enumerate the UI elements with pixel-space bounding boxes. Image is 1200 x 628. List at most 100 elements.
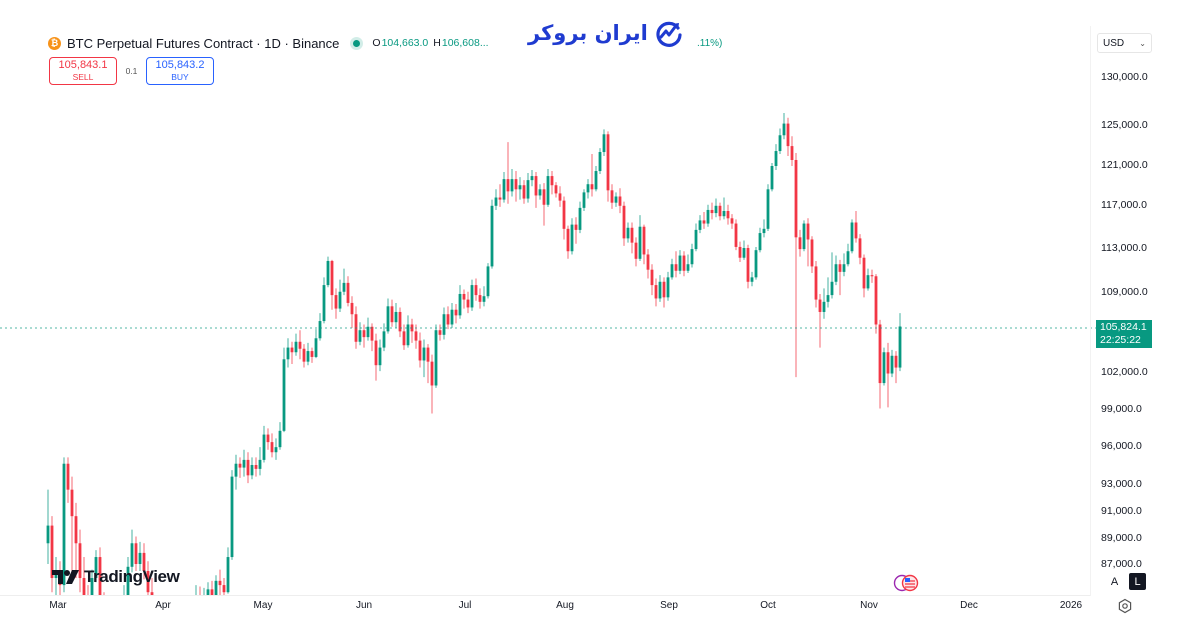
time-tick-label: 2026: [1059, 600, 1083, 611]
iranbroker-logo-text: ایران بروکر: [528, 21, 648, 45]
candle-down: [238, 463, 242, 468]
sell-price: 105,843.1: [58, 59, 108, 72]
candle-up: [842, 264, 846, 272]
price-tick-label: 91,000.0: [1101, 505, 1142, 517]
candle-up: [126, 566, 130, 595]
candle-up: [338, 291, 342, 309]
economic-events-icon[interactable]: [892, 574, 926, 592]
candle-up: [386, 306, 390, 332]
time-tick-label: Nov: [860, 600, 878, 611]
candle-up: [582, 192, 586, 208]
candle-up: [278, 430, 282, 448]
candle-up: [666, 277, 670, 298]
time-tick-label: Jun: [355, 600, 373, 611]
candle-down: [454, 309, 458, 316]
candle-up: [594, 171, 598, 190]
candle-up: [286, 347, 290, 360]
candle-up: [130, 543, 134, 567]
candle-up: [342, 282, 346, 292]
candle-down: [466, 299, 470, 308]
candle-up: [470, 285, 474, 308]
candle-down: [330, 260, 334, 296]
candle-down: [430, 361, 434, 386]
candle-up: [46, 525, 50, 544]
candle-down: [111, 611, 114, 628]
candle-up: [778, 135, 782, 152]
candle-down: [634, 242, 638, 259]
candle-up: [107, 611, 110, 628]
candle-up: [482, 296, 486, 302]
candle-up: [526, 180, 530, 199]
market-open-status-icon: [353, 39, 361, 47]
candle-up: [774, 151, 778, 167]
candle-down: [298, 341, 302, 349]
candle-up: [94, 557, 98, 579]
auto-scale-button[interactable]: A: [1106, 573, 1123, 590]
candle-down: [806, 223, 810, 240]
candle-down: [50, 525, 54, 579]
candle-up: [722, 210, 726, 217]
candle-down: [370, 326, 374, 341]
candle-up: [155, 621, 158, 628]
candle-down: [874, 276, 878, 325]
candle-up: [694, 229, 698, 250]
candle-up: [123, 595, 126, 628]
candle-up: [378, 347, 382, 366]
candle-up: [578, 207, 582, 230]
candle-down: [199, 599, 202, 609]
iranbroker-watermark: ایران بروکر: [528, 18, 684, 48]
candle-up: [510, 179, 514, 192]
log-scale-button[interactable]: L: [1129, 573, 1146, 590]
candle-down: [674, 264, 678, 271]
price-tick-label: 87,000.0: [1101, 558, 1142, 570]
candle-down: [70, 489, 74, 517]
candle-up: [866, 275, 870, 289]
candle-up: [690, 249, 694, 265]
candle-up: [226, 557, 230, 593]
candle-up: [90, 578, 94, 595]
bar-countdown: 22:25:22: [1100, 334, 1141, 346]
candle-down: [702, 220, 706, 224]
currency-selector[interactable]: USD ⌄: [1097, 33, 1152, 53]
candle-down: [159, 621, 162, 628]
candle-down: [514, 179, 518, 190]
candle-up: [195, 599, 198, 613]
candle-up: [258, 459, 262, 469]
candle-down: [590, 184, 594, 190]
candle-up: [846, 251, 850, 265]
candle-down: [662, 281, 666, 298]
candle-down: [558, 193, 562, 201]
candle-down: [786, 123, 790, 147]
candle-down: [426, 347, 430, 362]
candle-up: [782, 123, 786, 136]
candle-down: [462, 293, 466, 300]
candle-down: [414, 331, 418, 341]
settings-gear-icon[interactable]: [1117, 598, 1133, 614]
candle-down: [790, 146, 794, 160]
candle-up: [758, 233, 762, 251]
time-tick-label: May: [253, 600, 273, 611]
candle-up: [191, 614, 194, 628]
candle-down: [718, 205, 722, 217]
symbol-title[interactable]: BTC Perpetual Futures Contract · 1D · Bi…: [67, 35, 340, 51]
candle-down: [730, 218, 734, 224]
last-price-tag: 105,824.1 22:25:22: [1096, 320, 1152, 348]
candle-up: [742, 248, 746, 258]
candle-down: [302, 348, 306, 362]
sell-button[interactable]: 105,843.1 SELL: [49, 57, 117, 85]
time-tick-label: Jul: [458, 600, 472, 611]
price-tick-label: 89,000.0: [1101, 532, 1142, 544]
candle-up: [714, 205, 718, 214]
buy-button[interactable]: 105,843.2 BUY: [146, 57, 214, 85]
candle-down: [270, 442, 274, 453]
candle-down: [562, 200, 566, 229]
candle-down: [726, 210, 730, 219]
candle-up: [314, 338, 318, 357]
time-axis-divider: [0, 595, 1090, 596]
candle-up: [322, 285, 326, 322]
candle-up: [770, 166, 774, 190]
candle-down: [710, 209, 714, 214]
candle-up: [834, 264, 838, 282]
candle-down: [346, 282, 350, 303]
